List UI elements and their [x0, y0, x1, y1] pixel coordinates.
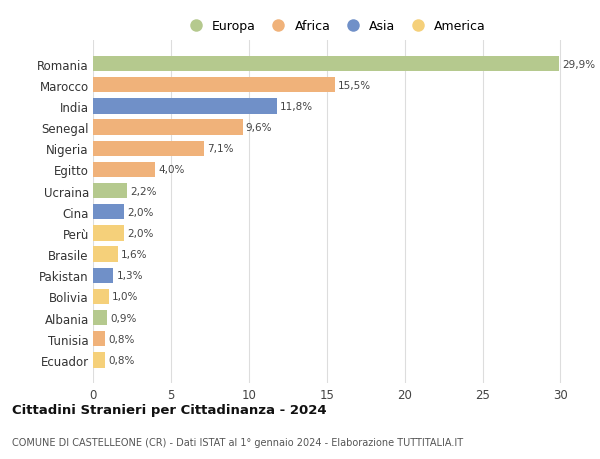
Text: 0,8%: 0,8%: [109, 355, 135, 365]
Bar: [93, 289, 109, 304]
Bar: [93, 120, 242, 135]
Bar: [93, 184, 127, 199]
Text: 0,9%: 0,9%: [110, 313, 137, 323]
Text: 2,2%: 2,2%: [130, 186, 157, 196]
Bar: [93, 331, 106, 347]
Text: 2,0%: 2,0%: [127, 207, 154, 217]
Text: 2,0%: 2,0%: [127, 229, 154, 238]
Text: 9,6%: 9,6%: [245, 123, 272, 133]
Text: 29,9%: 29,9%: [562, 60, 595, 69]
Text: 15,5%: 15,5%: [338, 81, 371, 90]
Bar: [93, 310, 107, 325]
Text: 1,6%: 1,6%: [121, 250, 148, 259]
Legend: Europa, Africa, Asia, America: Europa, Africa, Asia, America: [178, 15, 491, 38]
Text: Cittadini Stranieri per Cittadinanza - 2024: Cittadini Stranieri per Cittadinanza - 2…: [12, 403, 326, 416]
Text: 7,1%: 7,1%: [207, 144, 233, 154]
Bar: [93, 57, 559, 72]
Text: COMUNE DI CASTELLEONE (CR) - Dati ISTAT al 1° gennaio 2024 - Elaborazione TUTTIT: COMUNE DI CASTELLEONE (CR) - Dati ISTAT …: [12, 437, 463, 447]
Text: 0,8%: 0,8%: [109, 334, 135, 344]
Text: 1,3%: 1,3%: [116, 271, 143, 280]
Bar: [93, 247, 118, 262]
Bar: [93, 78, 335, 93]
Text: 1,0%: 1,0%: [112, 292, 138, 302]
Bar: [93, 162, 155, 178]
Bar: [93, 226, 124, 241]
Text: 4,0%: 4,0%: [158, 165, 185, 175]
Bar: [93, 353, 106, 368]
Text: 11,8%: 11,8%: [280, 102, 313, 112]
Bar: [93, 99, 277, 114]
Bar: [93, 141, 203, 157]
Bar: [93, 268, 113, 283]
Bar: [93, 205, 124, 220]
